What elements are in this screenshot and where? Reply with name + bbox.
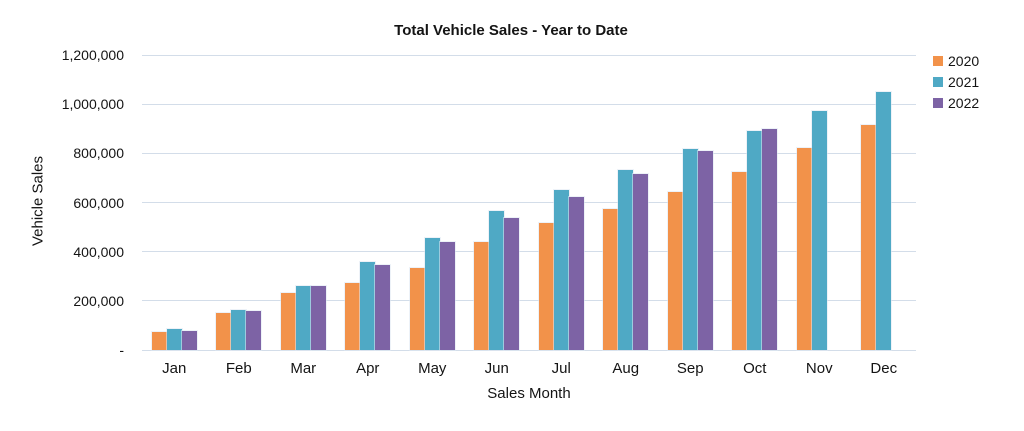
bar-group-dec [852,55,917,350]
x-tick-label-dec: Dec [870,360,898,377]
gridline-0 [142,349,916,351]
y-tick-label: 1,000,000 [61,96,124,113]
y-tick-label: 400,000 [73,243,124,260]
chart-title: Total Vehicle Sales - Year to Date [394,22,628,39]
bar-mar-2020 [280,292,296,350]
bar-apr-2021 [360,262,376,350]
legend-item-2022: 2022 [933,92,979,113]
x-tick-label-aug: Aug [612,360,640,377]
bar-group-feb [207,55,272,350]
bar-feb-2021 [231,309,247,350]
x-tick-label-sep: Sep [676,360,704,377]
bar-jun-2021 [489,210,505,350]
bar-may-2020 [409,268,425,350]
x-tick-label-oct: Oct [743,360,767,377]
bar-nov-2021 [811,111,827,350]
y-tick-label: 600,000 [73,194,124,211]
legend-swatch-icon [933,76,943,87]
x-tick-label-mar: Mar [290,360,317,377]
bar-jul-2021 [553,189,569,350]
x-tick-label-jun: Jun [484,360,509,377]
y-tick-label: 200,000 [73,292,124,309]
x-tick-label-apr: Apr [356,360,380,377]
bar-group-apr [336,55,401,350]
legend-label: 2020 [948,52,980,69]
legend-item-2021: 2021 [933,71,979,92]
gridline-600000 [142,202,916,203]
bar-mar-2021 [295,285,311,350]
gridline-1000000 [142,103,916,105]
x-axis-title: Sales Month [487,385,571,402]
gridline-200000 [142,300,916,302]
bar-group-sep [658,55,723,350]
bar-apr-2022 [375,265,391,350]
legend-label: 2022 [948,94,980,111]
bar-jan-2022 [181,330,197,350]
bar-oct-2020 [732,171,748,350]
bar-group-jul [529,55,594,350]
legend-label: 2021 [948,73,980,90]
bar-apr-2020 [345,282,361,350]
bar-sep-2022 [697,150,713,350]
bar-group-aug [594,55,659,350]
bar-aug-2022 [633,173,649,350]
bar-aug-2020 [603,208,619,350]
bar-oct-2021 [747,130,763,350]
plot-area [142,54,917,351]
bar-sep-2021 [682,148,698,350]
x-tick-label-nov: Nov [805,360,833,377]
bar-oct-2022 [762,129,778,350]
bar-jul-2020 [538,223,554,350]
bar-jan-2021 [166,329,182,350]
legend-swatch-icon [933,55,943,66]
bar-group-nov [787,55,852,350]
x-tick-label-feb: Feb [225,360,252,377]
bar-dec-2021 [876,91,892,350]
x-tick-label-may: May [418,360,447,377]
gridline-800000 [142,152,916,154]
bar-feb-2020 [216,313,232,350]
bar-aug-2021 [618,170,634,350]
legend: 2020 2021 2022 [933,50,979,113]
bar-nov-2020 [796,147,812,350]
x-tick-label-jan: Jan [162,360,187,377]
bar-jun-2022 [504,218,520,350]
bar-may-2021 [424,237,440,350]
gridline-400000 [142,251,916,253]
y-tick-label: 800,000 [73,145,124,162]
bar-group-oct [723,55,788,350]
x-tick-label-jul: Jul [551,360,571,377]
bar-may-2022 [439,242,455,350]
bar-dec-2020 [861,125,877,350]
legend-item-2020: 2020 [933,50,979,71]
bar-jan-2020 [151,332,167,350]
bar-jul-2022 [568,197,584,350]
bar-group-jun [465,55,530,350]
bar-feb-2022 [246,310,262,350]
bar-mar-2022 [310,286,326,350]
bar-group-jan [142,55,207,350]
bar-jun-2020 [474,241,490,350]
bar-group-mar [271,55,336,350]
bar-sep-2020 [667,191,683,350]
gridline-1200000 [142,54,916,56]
y-tick-label: 1,200,000 [61,47,124,63]
legend-swatch-icon [933,97,943,108]
y-tick-label: - [119,342,124,358]
bar-group-may [400,55,465,350]
